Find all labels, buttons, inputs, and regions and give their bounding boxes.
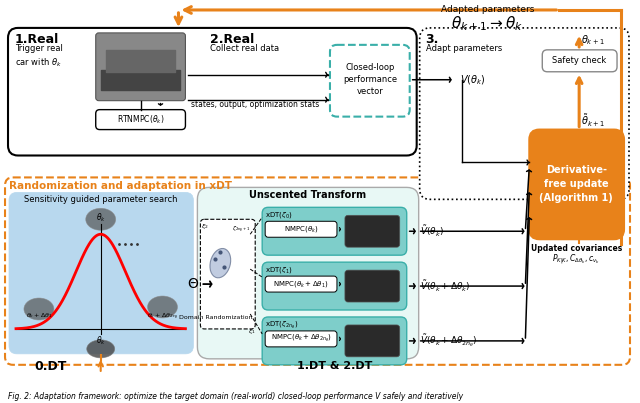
Text: Domain Randomization: Domain Randomization bbox=[179, 315, 252, 320]
Text: $\theta_{k+1} \rightarrow \theta_k$: $\theta_{k+1} \rightarrow \theta_k$ bbox=[451, 14, 524, 33]
Text: xDT($\zeta_0$): xDT($\zeta_0$) bbox=[265, 210, 293, 220]
Text: Adapted parameters: Adapted parameters bbox=[441, 5, 534, 14]
Text: xDT($\zeta_1$): xDT($\zeta_1$) bbox=[265, 265, 293, 275]
Text: RTNMPC($\theta_k$): RTNMPC($\theta_k$) bbox=[117, 113, 164, 126]
FancyBboxPatch shape bbox=[345, 270, 400, 302]
Text: $\xi_2$: $\xi_2$ bbox=[202, 222, 209, 231]
Text: 3.: 3. bbox=[426, 33, 439, 46]
Text: states, output, optimization stats: states, output, optimization stats bbox=[191, 100, 319, 109]
FancyBboxPatch shape bbox=[5, 177, 630, 365]
Ellipse shape bbox=[87, 340, 115, 358]
FancyBboxPatch shape bbox=[265, 331, 337, 347]
Text: Randomization and adaptation in xDT: Randomization and adaptation in xDT bbox=[9, 181, 232, 191]
Text: Adapt parameters: Adapt parameters bbox=[426, 44, 502, 53]
FancyBboxPatch shape bbox=[9, 192, 193, 354]
Text: NMPC($\theta_k + \Delta\theta_1$): NMPC($\theta_k + \Delta\theta_1$) bbox=[273, 279, 329, 289]
FancyBboxPatch shape bbox=[262, 207, 406, 255]
Text: Trigger real
car with $\theta_k$: Trigger real car with $\theta_k$ bbox=[15, 44, 63, 69]
Text: Updated covariances: Updated covariances bbox=[531, 244, 622, 253]
FancyBboxPatch shape bbox=[197, 187, 419, 359]
Ellipse shape bbox=[210, 249, 230, 278]
FancyBboxPatch shape bbox=[265, 276, 337, 292]
FancyBboxPatch shape bbox=[262, 317, 406, 365]
Text: $\tilde{V}(\theta_k + \Delta\theta_{2n_\theta})$: $\tilde{V}(\theta_k + \Delta\theta_{2n_\… bbox=[420, 333, 477, 349]
Ellipse shape bbox=[86, 208, 116, 230]
FancyBboxPatch shape bbox=[345, 325, 400, 357]
FancyBboxPatch shape bbox=[542, 50, 617, 72]
Text: Fig. 2: Adaptation framework: optimize the target domain (real-world) closed-loo: Fig. 2: Adaptation framework: optimize t… bbox=[8, 392, 463, 401]
Text: 0.DT: 0.DT bbox=[35, 360, 67, 373]
FancyBboxPatch shape bbox=[262, 262, 406, 310]
Text: 1.DT & 2.DT: 1.DT & 2.DT bbox=[297, 361, 372, 371]
Text: $\theta_k$: $\theta_k$ bbox=[96, 212, 106, 224]
Text: $V(\theta_k)$: $V(\theta_k)$ bbox=[460, 73, 485, 87]
Text: NMPC($\theta_k$): NMPC($\theta_k$) bbox=[284, 224, 318, 234]
FancyBboxPatch shape bbox=[345, 215, 400, 247]
Text: $\zeta_{2n_\theta+1}$: $\zeta_{2n_\theta+1}$ bbox=[232, 232, 250, 242]
Text: Unscented Transform: Unscented Transform bbox=[250, 190, 367, 200]
Text: $\zeta_{2n_\theta+1}$: $\zeta_{2n_\theta+1}$ bbox=[232, 224, 251, 234]
Text: $\xi_1$: $\xi_1$ bbox=[248, 327, 256, 336]
Text: 2.Real: 2.Real bbox=[211, 33, 255, 46]
Text: $\theta_{k+1}$: $\theta_{k+1}$ bbox=[581, 33, 605, 47]
Text: 1.Real: 1.Real bbox=[15, 33, 60, 46]
Text: $\theta_k$: $\theta_k$ bbox=[96, 335, 106, 347]
Text: $\Theta$: $\Theta$ bbox=[188, 277, 200, 291]
Text: Closed-loop
performance
vector: Closed-loop performance vector bbox=[343, 63, 397, 96]
FancyBboxPatch shape bbox=[420, 28, 629, 199]
Text: Derivative-
free update
(Algorithm 1): Derivative- free update (Algorithm 1) bbox=[540, 165, 613, 204]
FancyBboxPatch shape bbox=[529, 130, 624, 239]
Text: Safety check: Safety check bbox=[552, 56, 606, 65]
Ellipse shape bbox=[148, 296, 177, 318]
Text: $P_{K|K}, C_{\Delta\theta_k}, c_{v_k}$: $P_{K|K}, C_{\Delta\theta_k}, c_{v_k}$ bbox=[552, 253, 600, 267]
FancyBboxPatch shape bbox=[8, 28, 417, 156]
Text: $\tilde{V}(\theta_k)$: $\tilde{V}(\theta_k)$ bbox=[420, 224, 444, 239]
Text: Sensitivity guided parameter search: Sensitivity guided parameter search bbox=[24, 195, 177, 204]
FancyBboxPatch shape bbox=[265, 221, 337, 237]
Ellipse shape bbox=[24, 298, 54, 320]
FancyBboxPatch shape bbox=[96, 33, 186, 101]
Text: $\tilde{V}(\theta_k + \Delta\theta_k)$: $\tilde{V}(\theta_k + \Delta\theta_k)$ bbox=[420, 278, 470, 294]
FancyBboxPatch shape bbox=[330, 45, 410, 116]
Text: $\theta_k+\Delta\theta_{2n_\theta}$: $\theta_k+\Delta\theta_{2n_\theta}$ bbox=[147, 311, 179, 320]
Text: Collect real data: Collect real data bbox=[211, 44, 280, 53]
FancyBboxPatch shape bbox=[200, 219, 255, 329]
Text: NMPC($\theta_k + \Delta\theta_{2n_\theta}$): NMPC($\theta_k + \Delta\theta_{2n_\theta… bbox=[271, 333, 332, 345]
Text: $\theta_k+\Delta\theta_1$: $\theta_k+\Delta\theta_1$ bbox=[26, 311, 52, 320]
Text: xDT($\zeta_{2n_\theta}$): xDT($\zeta_{2n_\theta}$) bbox=[265, 320, 298, 331]
Text: $\tilde{\theta}_{k+1}$: $\tilde{\theta}_{k+1}$ bbox=[581, 112, 605, 129]
FancyBboxPatch shape bbox=[96, 110, 186, 130]
